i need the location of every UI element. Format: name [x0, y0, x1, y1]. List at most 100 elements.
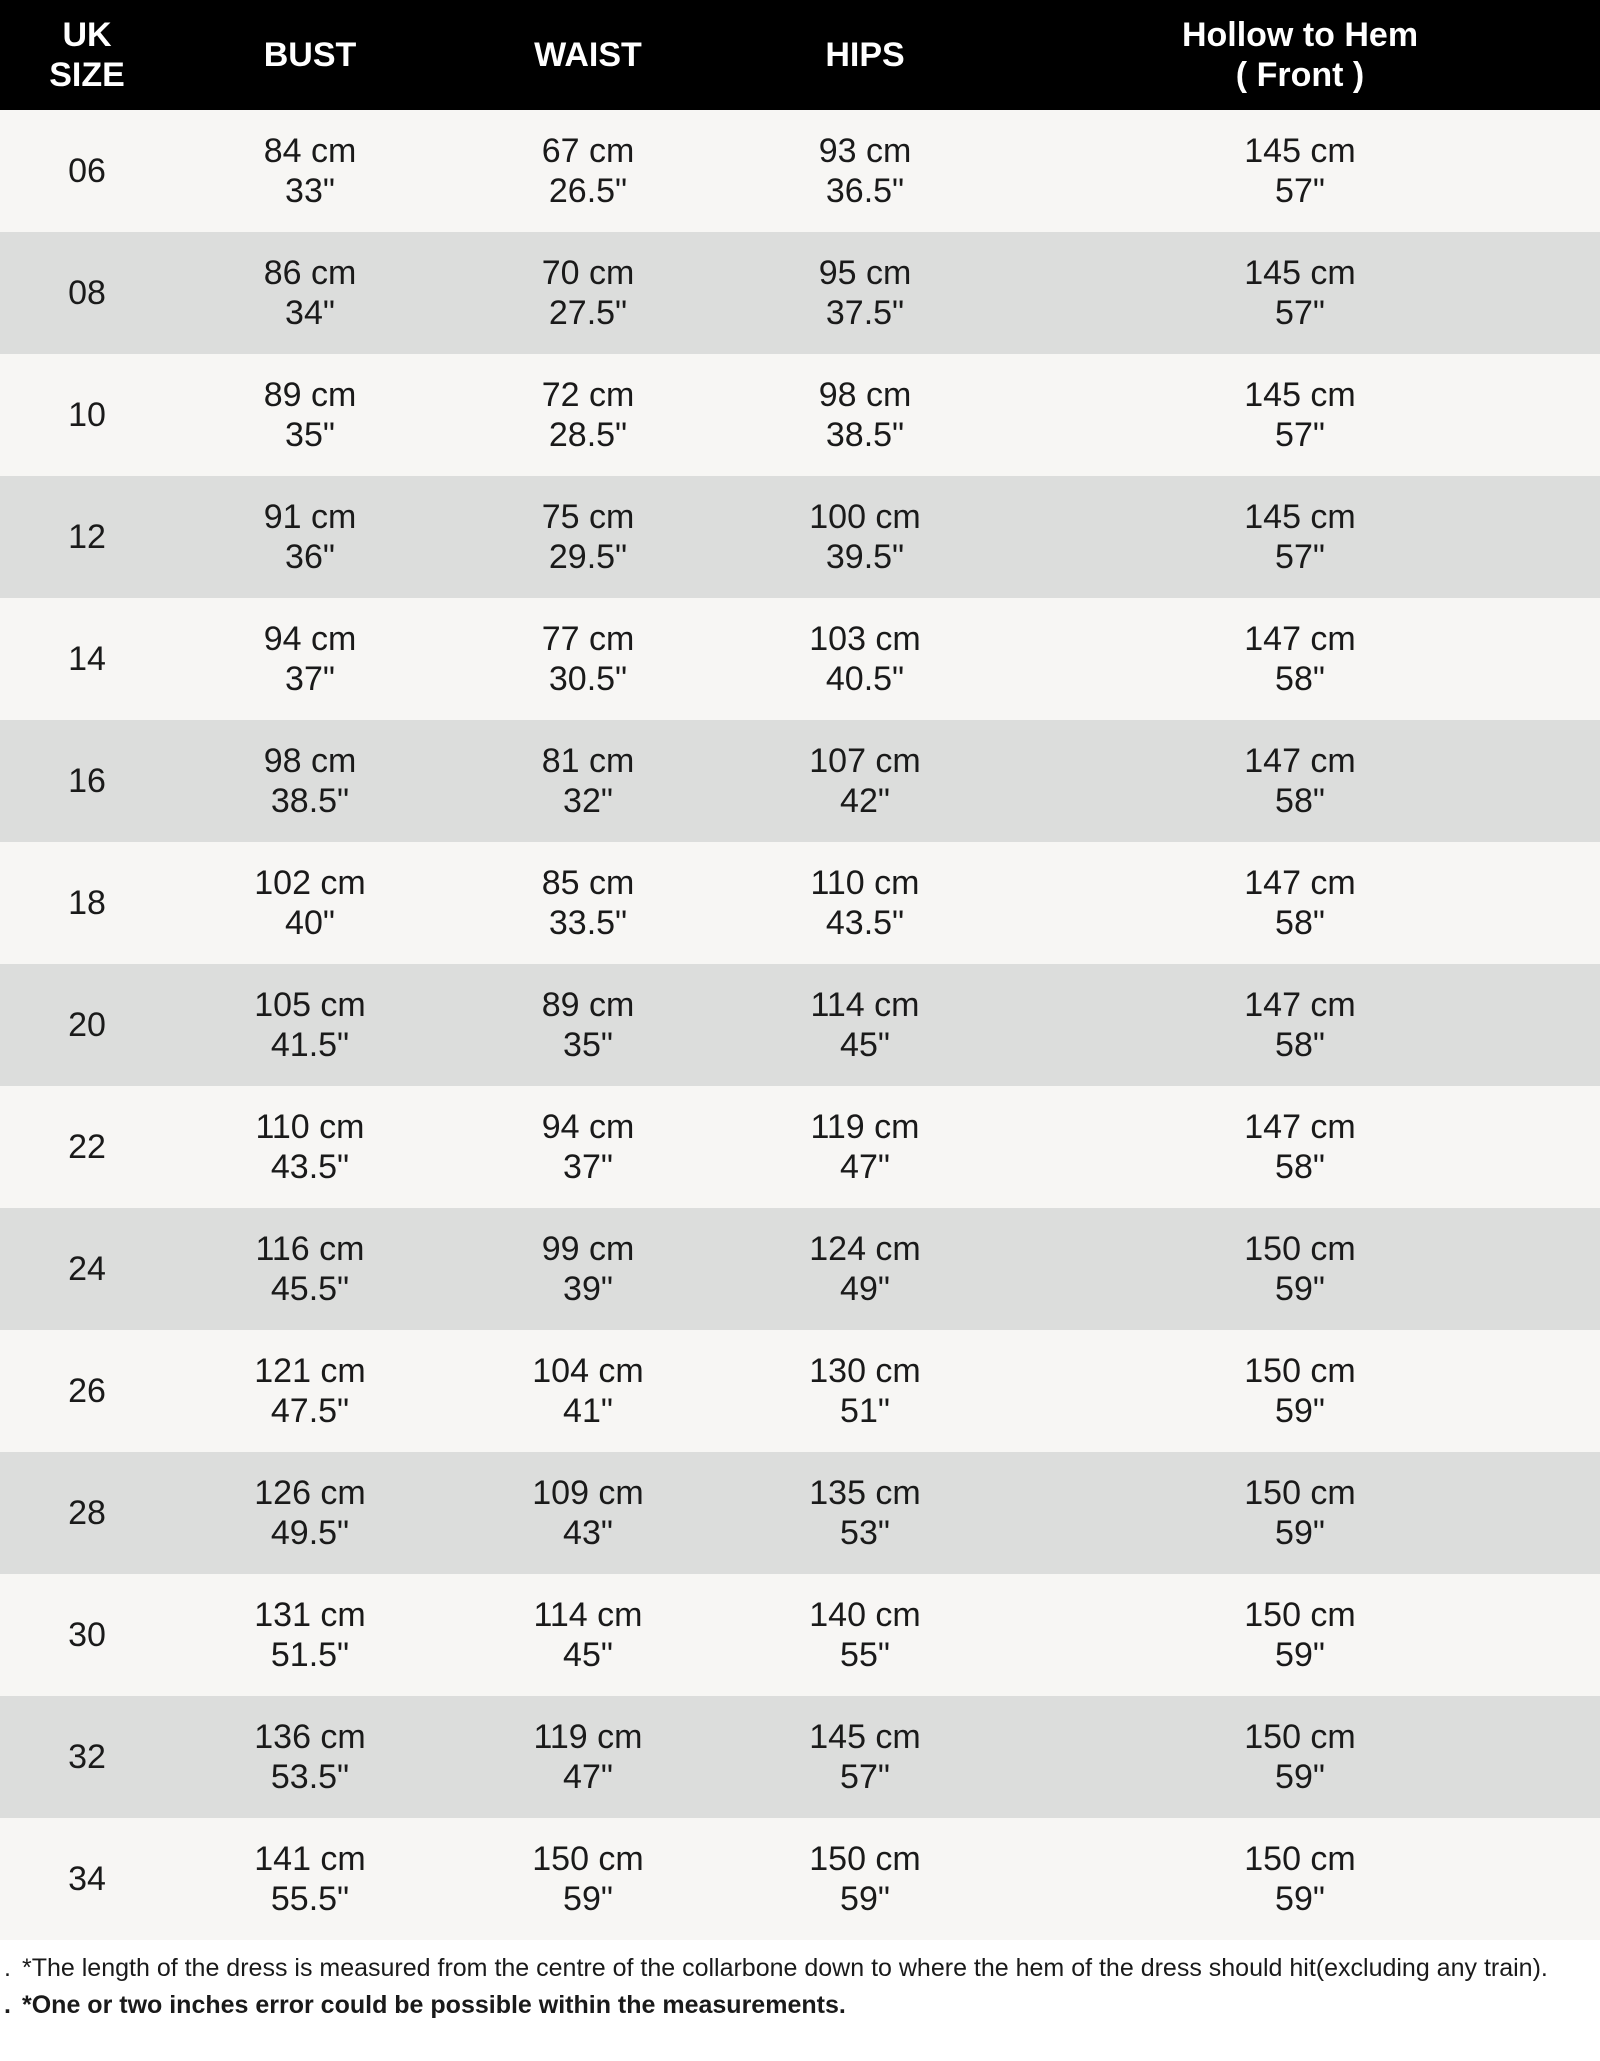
inch-value: 32" [563, 782, 613, 820]
inch-value: 59" [1275, 1392, 1325, 1430]
inch-value: 59" [1275, 1758, 1325, 1796]
bust-cell: 89 cm 35" [174, 354, 446, 476]
cm-value: 70 cm [541, 254, 635, 292]
table-row: 26 121 cm 47.5" 104 cm 41" 130 cm 51" 150 cm 59" [0, 1330, 1600, 1452]
cm-value: 89 cm [263, 376, 357, 414]
cm-value: 150 cm [1244, 1718, 1356, 1756]
hips-cell: 98 cm 38.5" [730, 354, 1000, 476]
inch-value: 55.5" [270, 1880, 350, 1918]
hem-cell: 150 cm 59" [1000, 1696, 1600, 1818]
inch-value: 29.5" [548, 538, 628, 576]
inch-value: 45" [563, 1636, 613, 1674]
bust-cell: 94 cm 37" [174, 598, 446, 720]
header-text: SIZE [49, 56, 125, 94]
size-cell: 08 [68, 274, 106, 312]
hem-cell: 145 cm 57" [1000, 354, 1600, 476]
inch-value: 43" [563, 1514, 613, 1552]
hem-cell: 150 cm 59" [1000, 1208, 1600, 1330]
inch-value: 59" [563, 1880, 613, 1918]
note-text: *One or two inches error could be possib… [22, 1991, 846, 2019]
header-text: WAIST [534, 36, 642, 74]
cm-value: 99 cm [541, 1230, 635, 1268]
hem-cell: 147 cm 58" [1000, 1086, 1600, 1208]
cm-value: 77 cm [541, 620, 635, 658]
inch-value: 45.5" [270, 1270, 350, 1308]
inch-value: 55" [840, 1636, 890, 1674]
header-hips: HIPS [730, 0, 1000, 110]
size-cell: 28 [68, 1494, 106, 1532]
bust-cell: 116 cm 45.5" [174, 1208, 446, 1330]
hips-cell: 140 cm 55" [730, 1574, 1000, 1696]
header-uk-size: UK SIZE [0, 0, 174, 110]
size-cell: 34 [68, 1860, 106, 1898]
inch-value: 59" [1275, 1514, 1325, 1552]
inch-value: 35" [563, 1026, 613, 1064]
inch-value: 45" [840, 1026, 890, 1064]
inch-value: 43.5" [825, 904, 905, 942]
cm-value: 104 cm [532, 1352, 644, 1390]
cm-value: 89 cm [541, 986, 635, 1024]
cm-value: 121 cm [254, 1352, 366, 1390]
cm-value: 150 cm [1244, 1840, 1356, 1878]
inch-value: 41" [563, 1392, 613, 1430]
inch-value: 58" [1275, 660, 1325, 698]
size-cell: 26 [68, 1372, 106, 1410]
waist-cell: 99 cm 39" [446, 1208, 730, 1330]
hips-cell: 135 cm 53" [730, 1452, 1000, 1574]
inch-value: 28.5" [548, 416, 628, 454]
waist-cell: 77 cm 30.5" [446, 598, 730, 720]
inch-value: 39.5" [825, 538, 905, 576]
cm-value: 140 cm [809, 1596, 921, 1634]
hem-cell: 147 cm 58" [1000, 598, 1600, 720]
cm-value: 150 cm [1244, 1596, 1356, 1634]
inch-value: 30.5" [548, 660, 628, 698]
cm-value: 100 cm [809, 498, 921, 536]
cm-value: 91 cm [263, 498, 357, 536]
hips-cell: 114 cm 45" [730, 964, 1000, 1086]
cm-value: 119 cm [810, 1108, 920, 1146]
hips-cell: 103 cm 40.5" [730, 598, 1000, 720]
cm-value: 147 cm [1244, 864, 1356, 902]
cm-value: 131 cm [254, 1596, 366, 1634]
header-text: HIPS [825, 36, 905, 74]
cm-value: 75 cm [541, 498, 635, 536]
inch-value: 38.5" [270, 782, 350, 820]
note-text: *The length of the dress is measured fro… [22, 1954, 1548, 1982]
size-cell: 22 [68, 1128, 106, 1166]
cm-value: 126 cm [254, 1474, 366, 1512]
cm-value: 107 cm [809, 742, 921, 780]
hips-cell: 110 cm 43.5" [730, 842, 1000, 964]
hips-cell: 93 cm 36.5" [730, 110, 1000, 232]
cm-value: 147 cm [1244, 620, 1356, 658]
size-cell: 10 [68, 396, 106, 434]
cm-value: 150 cm [1244, 1474, 1356, 1512]
bust-cell: 105 cm 41.5" [174, 964, 446, 1086]
hips-cell: 124 cm 49" [730, 1208, 1000, 1330]
cm-value: 114 cm [810, 986, 920, 1024]
hem-cell: 147 cm 58" [1000, 842, 1600, 964]
note-item: . *The length of the dress is measured fr… [0, 1950, 1600, 1987]
cm-value: 94 cm [541, 1108, 635, 1146]
cm-value: 124 cm [809, 1230, 921, 1268]
cm-value: 67 cm [541, 132, 635, 170]
waist-cell: 109 cm 43" [446, 1452, 730, 1574]
waist-cell: 70 cm 27.5" [446, 232, 730, 354]
cm-value: 102 cm [254, 864, 366, 902]
table-row: 20 105 cm 41.5" 89 cm 35" 114 cm 45" 147 cm 58" [0, 964, 1600, 1086]
inch-value: 26.5" [548, 172, 628, 210]
header-text: ( Front ) [1235, 56, 1365, 94]
note-item: . *One or two inches error could be possi… [0, 1987, 1600, 2024]
hips-cell: 95 cm 37.5" [730, 232, 1000, 354]
header-text: UK [62, 16, 112, 54]
waist-cell: 85 cm 33.5" [446, 842, 730, 964]
hips-cell: 107 cm 42" [730, 720, 1000, 842]
inch-value: 36" [285, 538, 335, 576]
waist-cell: 75 cm 29.5" [446, 476, 730, 598]
inch-value: 40.5" [825, 660, 905, 698]
hem-cell: 145 cm 57" [1000, 110, 1600, 232]
inch-value: 42" [840, 782, 890, 820]
size-cell: 12 [68, 518, 106, 556]
waist-cell: 67 cm 26.5" [446, 110, 730, 232]
inch-value: 36.5" [825, 172, 905, 210]
bust-cell: 102 cm 40" [174, 842, 446, 964]
